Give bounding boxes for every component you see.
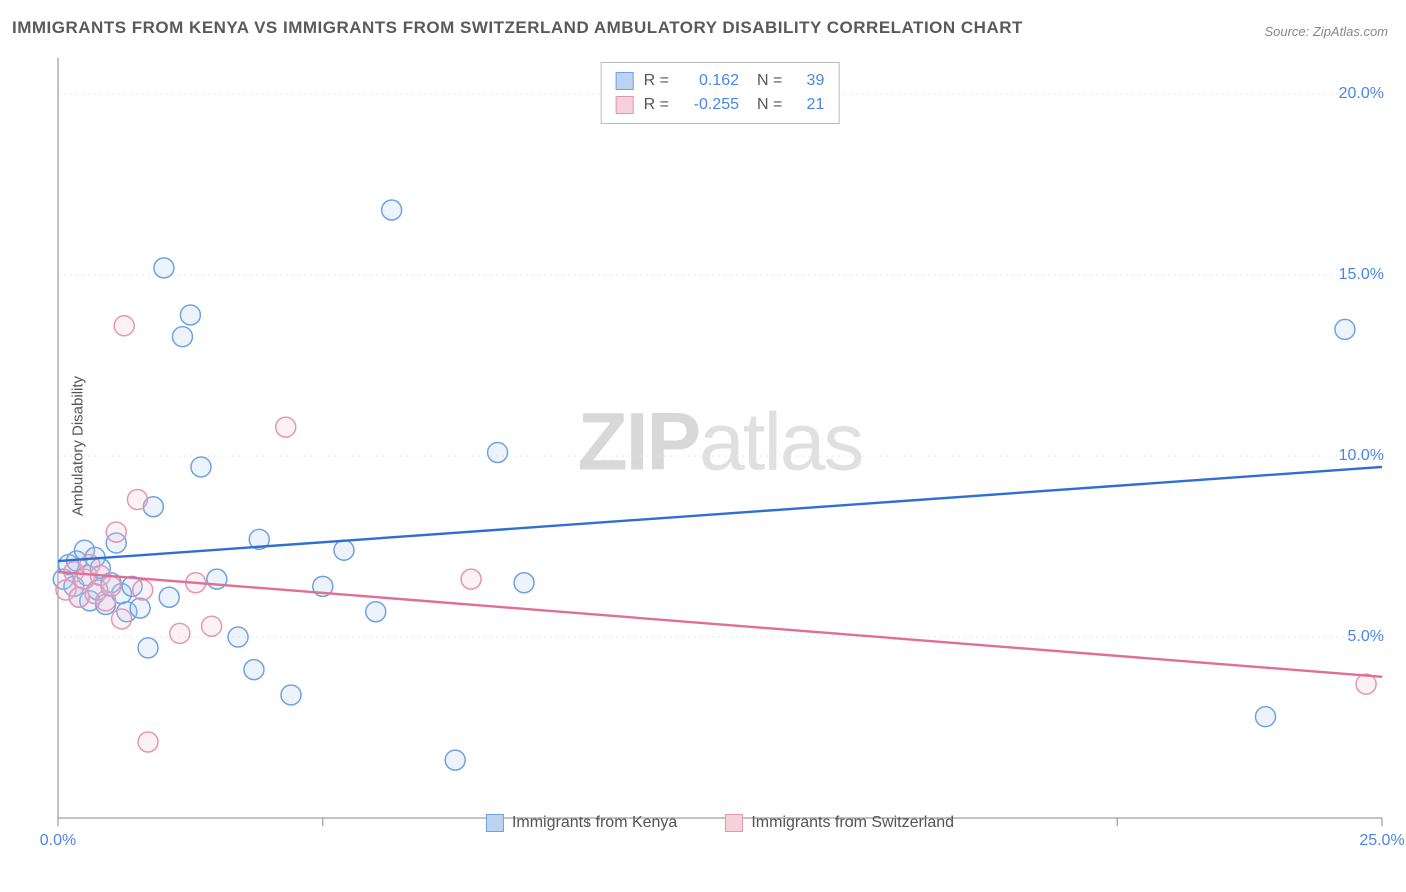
legend-label: Immigrants from Kenya — [512, 814, 677, 832]
source-attribution: Source: ZipAtlas.com — [1264, 24, 1388, 39]
x-tick-label: 0.0% — [40, 832, 76, 850]
legend-item: Immigrants from Kenya — [486, 814, 677, 832]
chart-area: ZIPatlas R =0.162N =39R =-0.255N =21 5.0… — [50, 58, 1390, 836]
y-tick-label: 15.0% — [1339, 266, 1384, 284]
y-tick-label: 20.0% — [1339, 85, 1384, 103]
n-value: 21 — [792, 93, 824, 117]
legend-swatch — [486, 814, 504, 832]
n-label: N = — [757, 93, 782, 117]
stats-row: R = -0.255 N = 21 — [616, 93, 825, 117]
r-value: 0.162 — [679, 69, 739, 93]
legend-swatch — [725, 814, 743, 832]
stats-legend-box: R = 0.162 N = 39 R = -0.255 N = 21 — [601, 62, 840, 124]
x-tick-label: 25.0% — [1359, 832, 1404, 850]
legend-item: Immigrants from Switzerland — [725, 814, 954, 832]
y-tick-label: 10.0% — [1339, 447, 1384, 465]
r-label: R = — [644, 93, 669, 117]
stats-row: R = 0.162 N = 39 — [616, 69, 825, 93]
series-swatch — [616, 72, 634, 90]
scatter-plot — [50, 58, 1390, 836]
legend-label: Immigrants from Switzerland — [751, 814, 954, 832]
bottom-legend: Immigrants from Kenya Immigrants from Swi… — [486, 814, 954, 832]
r-label: R = — [644, 69, 669, 93]
r-value: -0.255 — [679, 93, 739, 117]
n-label: N = — [757, 69, 782, 93]
chart-title: IMMIGRANTS FROM KENYA VS IMMIGRANTS FROM… — [12, 18, 1023, 38]
series-swatch — [616, 96, 634, 114]
y-tick-label: 5.0% — [1348, 628, 1384, 646]
n-value: 39 — [792, 69, 824, 93]
